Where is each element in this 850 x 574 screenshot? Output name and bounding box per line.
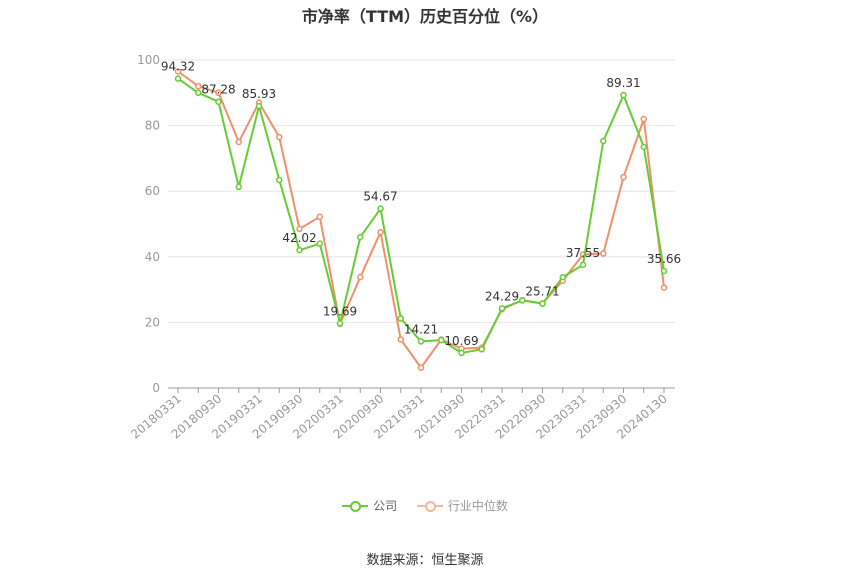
data-label-20230331: 37.55 xyxy=(566,246,600,260)
series-0-point-20220930 xyxy=(539,300,546,307)
grid-lines xyxy=(168,59,675,323)
series-0-point-20190331 xyxy=(255,102,263,110)
data-labels: 94.32 87.28 85.93 42.02 19.69 54.67 14.21 10.69… xyxy=(161,60,681,348)
series-0-point-20210930 xyxy=(458,349,465,357)
legend-swatch-industry-median xyxy=(416,500,443,512)
series-0-point-20210630 xyxy=(438,336,445,344)
series-0-point-20240130 xyxy=(660,267,668,275)
series-1-point-20180331 xyxy=(174,68,182,75)
series-1-point-20231231 xyxy=(640,115,647,123)
y-tick-label-20: 20 xyxy=(145,315,160,329)
data-label-20200930: 54.67 xyxy=(363,190,397,204)
data-label-20190331: 85.93 xyxy=(242,87,276,101)
legend-label-industry-median: 行业中位数 xyxy=(447,499,508,513)
data-source: 数据来源：恒生聚源 xyxy=(366,553,484,568)
series-1-point-20190630 xyxy=(276,133,283,141)
series-1-point-20200630 xyxy=(357,273,364,281)
series-1-point-20181231 xyxy=(235,138,242,146)
y-tick-label-40: 40 xyxy=(145,250,160,264)
data-label-20220331: 24.29 xyxy=(485,289,519,303)
series-1-point-20230930 xyxy=(620,173,627,181)
y-tick-label-80: 80 xyxy=(145,119,160,133)
series-1-point-20190930 xyxy=(296,225,303,233)
series xyxy=(174,68,668,371)
legend-item-industry-median[interactable]: 行业中位数 xyxy=(416,497,508,514)
series-0-point-20190630 xyxy=(276,176,283,184)
series-0-point-20181231 xyxy=(235,183,242,191)
series-0-point-20220331 xyxy=(498,305,506,312)
data-label-20200331: 19.69 xyxy=(323,304,357,318)
series-1-point-20180630 xyxy=(195,82,202,90)
series-0-point-20191231 xyxy=(316,240,323,247)
series-0-point-20231231 xyxy=(640,143,647,151)
data-label-20180331: 94.32 xyxy=(161,60,195,74)
chart-title: 市净率（TTM）历史百分位（%） xyxy=(301,7,549,26)
series-0-point-20230331 xyxy=(579,261,587,269)
data-label-20190930: 42.02 xyxy=(282,231,316,245)
series-0-point-20200630 xyxy=(357,233,364,241)
series-0-point-20220630 xyxy=(519,297,526,304)
series-0-point-20230930 xyxy=(620,91,627,99)
data-label-20230930: 89.31 xyxy=(606,76,640,90)
series-0-point-20190930 xyxy=(296,246,303,254)
series-0-point-20210331 xyxy=(417,338,425,345)
series-1-point-20240130 xyxy=(660,284,668,291)
series-1-point-20210331 xyxy=(417,364,425,371)
y-tick-label-0: 0 xyxy=(152,381,160,395)
data-label-20240130: 35.66 xyxy=(647,252,681,266)
series-0-point-20230630 xyxy=(600,137,607,145)
series-0-point-20180930 xyxy=(215,98,222,105)
legend-swatch-company xyxy=(342,500,369,512)
data-label-20220930: 25.71 xyxy=(525,285,559,299)
series-0-point-20180331 xyxy=(174,75,182,82)
series-1-point-20180930 xyxy=(215,89,222,97)
data-label-20210331: 14.21 xyxy=(404,322,438,336)
series-1-point-20191231 xyxy=(316,213,323,221)
data-label-20210930: 10.69 xyxy=(444,334,478,348)
y-tick-label-60: 60 xyxy=(145,184,160,198)
legend-label-company: 公司 xyxy=(373,499,398,513)
series-0-point-20200331 xyxy=(336,320,344,327)
data-label-20180930: 87.28 xyxy=(201,83,235,97)
series-0-point-20201231 xyxy=(397,315,404,322)
legend: 公司 行业中位数 xyxy=(0,497,850,515)
legend-item-company[interactable]: 公司 xyxy=(342,497,397,514)
series-0-point-20180630 xyxy=(195,89,202,97)
series-1-point-20200930 xyxy=(377,228,384,236)
series-0-point-20200930 xyxy=(377,205,384,212)
y-tick-label-100: 100 xyxy=(137,53,160,67)
series-1-point-20201231 xyxy=(397,336,404,343)
series-0-point-20211231 xyxy=(478,346,485,353)
series-0-point-20221231 xyxy=(559,273,566,281)
series-1-point-20230630 xyxy=(600,250,607,257)
